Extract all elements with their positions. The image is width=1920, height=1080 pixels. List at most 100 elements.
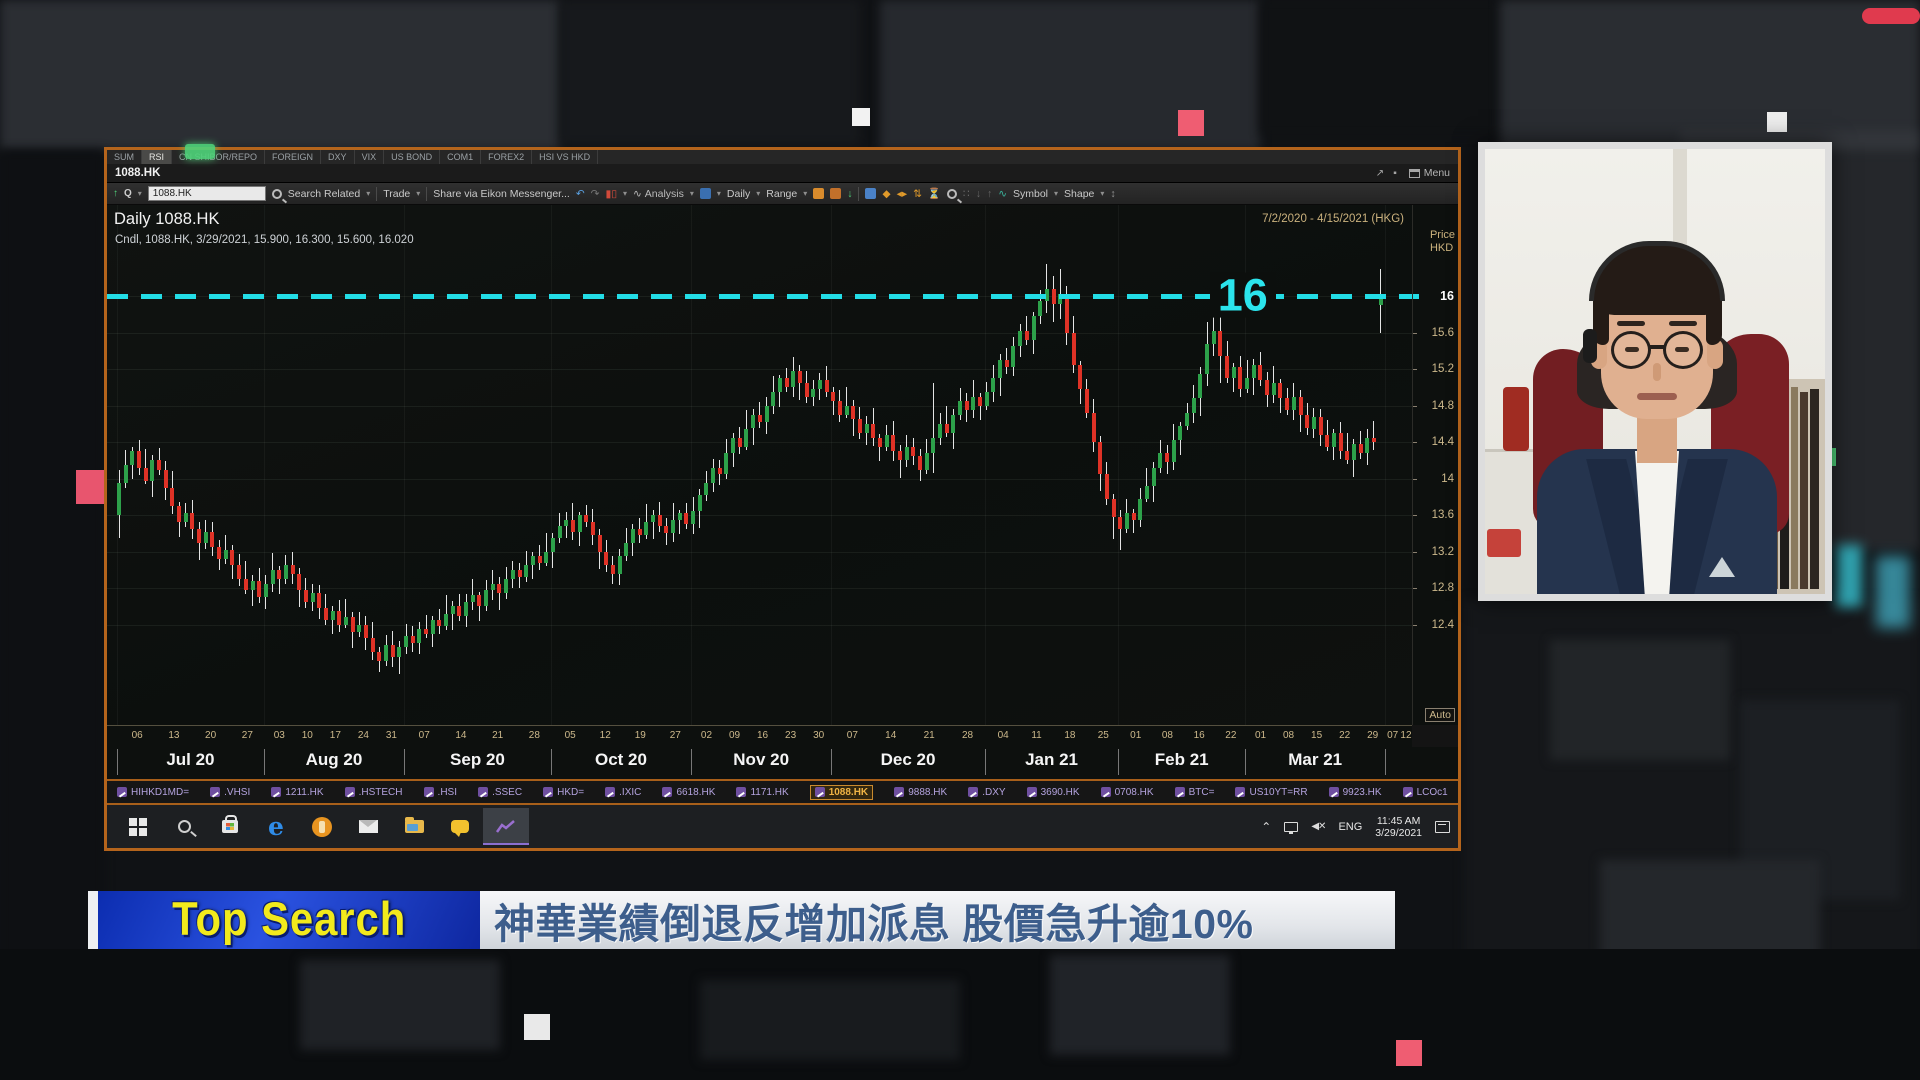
ticker-item-0708hk[interactable]: 0708.HK <box>1100 787 1154 798</box>
bg-glow <box>1836 545 1862 607</box>
grid-dots-icon[interactable]: ∷ <box>963 187 970 200</box>
mail-button[interactable] <box>345 808 391 845</box>
ticker-item-9888hk[interactable]: 9888.HK <box>894 787 947 798</box>
file-explorer-button[interactable] <box>391 808 437 845</box>
updown-small-icon[interactable]: ↕ <box>1110 187 1116 200</box>
workspace-tab-cn-shibor-repo[interactable]: CN SHIBOR/REPO <box>172 150 266 164</box>
zoom-icon[interactable] <box>947 188 957 199</box>
taskbar-search-button[interactable] <box>161 808 207 845</box>
messaging-button[interactable] <box>437 808 483 845</box>
store-button[interactable] <box>207 808 253 845</box>
candle-body <box>811 389 816 397</box>
workspace-tab-rsi[interactable]: RSI <box>142 150 173 164</box>
ticker-item-dxy[interactable]: .DXY <box>968 787 1006 798</box>
eikon-app-button[interactable] <box>483 808 529 845</box>
range-button[interactable]: Range <box>766 187 798 200</box>
menu-icon[interactable] <box>1408 168 1420 178</box>
people-app-button[interactable] <box>299 808 345 845</box>
undo-icon[interactable]: ↶ <box>575 187 585 200</box>
trade-button[interactable]: Trade <box>383 187 411 200</box>
ticker-item-3690hk[interactable]: 3690.HK <box>1026 787 1080 798</box>
divider <box>376 186 378 201</box>
ticker-item-1211hk[interactable]: 1211.HK <box>271 787 324 798</box>
alert-diamond-icon[interactable]: ◆ <box>882 187 891 200</box>
edge-icon: e <box>268 812 284 841</box>
ticker-item-6618hk[interactable]: 6618.HK <box>662 787 715 798</box>
menu-button[interactable]: Menu <box>1423 167 1450 179</box>
auto-scale-button[interactable]: Auto <box>1425 708 1455 722</box>
ticker-symbol: HIHKD1MD= <box>131 786 190 798</box>
date-tick-label: 24 <box>357 730 369 741</box>
workspace-tab-dxy[interactable]: DXY <box>321 150 355 164</box>
chart-type-icon[interactable] <box>830 188 842 199</box>
workspace-tab-sum[interactable]: SUM <box>107 150 142 164</box>
share-messenger-button[interactable]: Share via Eikon Messenger... <box>433 187 570 200</box>
workspace-tab-forex2[interactable]: FOREX2 <box>481 150 533 164</box>
annotation-icon[interactable] <box>865 188 877 199</box>
arrow-gray-icon[interactable]: ↓ <box>975 187 981 200</box>
candle-body <box>1171 440 1176 463</box>
workspace-tab-us-bond[interactable]: US BOND <box>384 150 441 164</box>
display-tray-icon[interactable] <box>1284 821 1299 834</box>
quote-icon[interactable]: Q <box>124 188 132 199</box>
flash-icon[interactable]: ∿ <box>998 187 1007 200</box>
taskbar-clock[interactable]: 11:45 AM 3/29/2021 <box>1375 815 1422 839</box>
ticker-item-hsi[interactable]: .HSI <box>423 787 457 798</box>
candle-style-icon[interactable]: ▮▯ <box>605 187 618 200</box>
shape-button[interactable]: Shape <box>1064 187 1095 200</box>
pin-icon[interactable]: ▪ <box>1393 167 1397 179</box>
analysis-button[interactable]: ∿ Analysis <box>633 187 684 200</box>
tray-expand-chevron[interactable]: ⌃ <box>1261 819 1272 834</box>
ticker-item-vhsi[interactable]: .VHSI <box>210 787 250 798</box>
candle-wick <box>452 600 454 631</box>
language-indicator[interactable]: ENG <box>1338 820 1363 833</box>
ticker-item-1088hk[interactable]: 1088.HK <box>809 784 874 800</box>
candle-wick <box>645 504 647 539</box>
chevron-down-icon[interactable]: ▾ <box>716 189 721 198</box>
ticker-item-hstech[interactable]: .HSTECH <box>344 787 402 798</box>
arrow-gray-icon[interactable]: ↑ <box>986 187 993 200</box>
ticker-item-hkd[interactable]: HKD= <box>543 787 584 798</box>
ticker-item-btc[interactable]: BTC= <box>1174 787 1214 798</box>
date-tick-label: 07 <box>846 730 858 741</box>
candle-body <box>1084 389 1089 413</box>
search-icon[interactable] <box>271 188 282 199</box>
muted-speaker-icon[interactable]: ◀✕ <box>1311 821 1326 832</box>
expand-icon[interactable]: ◂▸ <box>896 187 908 200</box>
ticker-item-ixic[interactable]: .IXIC <box>605 787 641 798</box>
hourglass-icon[interactable]: ⏳ <box>927 188 941 200</box>
symbol-input[interactable] <box>147 186 266 201</box>
notification-center-icon[interactable] <box>1435 820 1450 833</box>
ticker-item-9923hk[interactable]: 9923.HK <box>1328 787 1382 798</box>
edge-button[interactable]: e <box>253 808 299 845</box>
price-axis[interactable]: Price HKD Auto 16 15.6 15.2 14.8 14.4 14 13.6 1… <box>1412 205 1458 725</box>
date-tick-label: 15 <box>1311 730 1323 741</box>
workspace-tab-hsi-vs-hkd[interactable]: HSI VS HKD <box>532 150 599 164</box>
symbol-button[interactable]: Symbol <box>1013 187 1049 200</box>
candle-body <box>1191 398 1196 413</box>
ticker-item-hihkd1md[interactable]: HIHKD1MD= <box>117 787 189 798</box>
date-tick-label: 18 <box>1064 730 1076 741</box>
ticker-item-ssec[interactable]: .SSEC <box>478 787 522 798</box>
chevron-down-icon[interactable]: ▾ <box>623 189 628 198</box>
layout-grid-icon[interactable] <box>699 188 711 199</box>
arrow-down-icon[interactable]: ↓ <box>847 187 853 200</box>
ticker-item-us10ytrr[interactable]: US10YT=RR <box>1235 787 1308 798</box>
candle-body <box>724 453 729 475</box>
ticker-item-lcoc1[interactable]: LCOc1 <box>1402 787 1448 798</box>
candlestick-plot[interactable]: Daily 1088.HK Cndl, 1088.HK, 3/29/2021, … <box>107 205 1412 725</box>
y-axis-tick <box>1413 442 1417 444</box>
start-button[interactable] <box>115 808 161 845</box>
chart-type-icon[interactable] <box>813 188 825 199</box>
workspace-tab-vix[interactable]: VIX <box>355 150 385 164</box>
candle-body <box>303 589 308 602</box>
popout-icon[interactable]: ↗ <box>1375 167 1385 179</box>
interval-button[interactable]: Daily <box>726 187 751 200</box>
workspace-tab-foreign[interactable]: FOREIGN <box>265 150 322 164</box>
chevron-down-icon[interactable]: ▾ <box>137 189 142 198</box>
workspace-tab-com1[interactable]: COM1 <box>440 150 482 164</box>
updown-icon[interactable]: ⇅ <box>913 187 922 200</box>
search-related-button[interactable]: Search Related <box>287 187 361 200</box>
redo-icon[interactable]: ↷ <box>590 187 600 200</box>
ticker-item-1171hk[interactable]: 1171.HK <box>736 787 789 798</box>
